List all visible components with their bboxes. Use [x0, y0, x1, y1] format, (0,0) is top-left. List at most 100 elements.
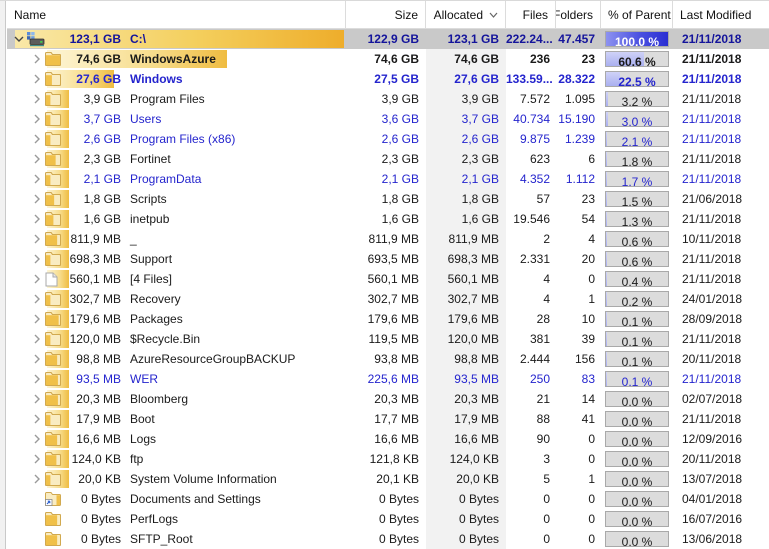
- chevron-right-icon[interactable]: [29, 354, 45, 364]
- cell-percent-of-parent: 1,5 %: [601, 189, 673, 209]
- table-row-scripts[interactable]: 1,8 GB Scripts 1,8 GB 1,8 GB 57 23 1,5 % 21/06/…: [7, 189, 769, 209]
- table-row-sftp-root[interactable]: 0 Bytes SFTP_Root 0 Bytes 0 Bytes 0 0 0,0 % 13/…: [7, 529, 769, 549]
- chevron-right-icon[interactable]: [29, 474, 45, 484]
- cell-modified: 21/11/2018: [682, 112, 742, 126]
- table-row-azureresourcegroupbackup[interactable]: 98,8 MB AzureResourceGroupBACKUP 93,8 MB 98…: [7, 349, 769, 369]
- column-header-pct[interactable]: % of Parent ...: [601, 1, 673, 28]
- folder-icon: [45, 532, 65, 546]
- folder-icon: [45, 452, 65, 466]
- cell-allocated: 124,0 KB: [426, 449, 506, 469]
- cell-percent-of-parent: 0,6 %: [601, 229, 673, 249]
- cell-allocated: 3,9 GB: [426, 89, 506, 109]
- chevron-right-icon[interactable]: [29, 254, 45, 264]
- name-column-size-label: 17,9 MB: [76, 412, 121, 426]
- table-row-ftp[interactable]: 124,0 KB ftp 121,8 KB 124,0 KB 3 0 0,0 % 20/11/…: [7, 449, 769, 469]
- table-row-recycle-bin[interactable]: 120,0 MB $Recycle.Bin 119,5 MB 120,0 MB 381 3…: [7, 329, 769, 349]
- table-row-users[interactable]: 3,7 GB Users 3,6 GB 3,7 GB 40.734 15.190 3,0 %…: [7, 109, 769, 129]
- table-row-boot[interactable]: 17,9 MB Boot 17,7 MB 17,9 MB 88 41 0,0 % 21/11/…: [7, 409, 769, 429]
- chevron-right-icon[interactable]: [29, 214, 45, 224]
- chevron-right-icon[interactable]: [29, 114, 45, 124]
- table-row-perflogs[interactable]: 0 Bytes PerfLogs 0 Bytes 0 Bytes 0 0 0,0 % 16/0…: [7, 509, 769, 529]
- percent-bar: 0,4 %: [605, 271, 669, 287]
- column-header-size[interactable]: Size: [346, 1, 426, 28]
- cell-modified: 20/11/2018: [682, 452, 742, 466]
- column-header-label: Size: [394, 7, 418, 22]
- name-column-size-label: 120,0 MB: [69, 332, 121, 346]
- table-row-program-files[interactable]: 3,9 GB Program Files 3,9 GB 3,9 GB 7.572 1.09…: [7, 89, 769, 109]
- cell-size: 2,6 GB: [381, 132, 419, 146]
- cell-modified: 24/01/2018: [682, 292, 743, 306]
- chevron-right-icon[interactable]: [29, 134, 45, 144]
- chevron-right-icon[interactable]: [29, 394, 45, 404]
- folder-name-label: Program Files: [130, 92, 205, 106]
- table-row-c[interactable]: 123,1 GB C:\ 122,9 GB 123,1 GB 222.24... 47.4…: [7, 29, 769, 49]
- column-header-name[interactable]: Name: [7, 1, 346, 28]
- percent-value-label: 0,6 %: [621, 255, 653, 267]
- chevron-right-icon[interactable]: [29, 194, 45, 204]
- folder-icon: [45, 412, 65, 426]
- chevron-right-icon[interactable]: [29, 74, 45, 84]
- percent-bar: 0,1 %: [605, 311, 669, 327]
- cell-allocated: 98,8 MB: [426, 349, 506, 369]
- percent-value-label: 0,1 %: [621, 335, 653, 347]
- table-row-programdata[interactable]: 2,1 GB ProgramData 2,1 GB 2,1 GB 4.352 1.112 1…: [7, 169, 769, 189]
- chevron-right-icon[interactable]: [29, 414, 45, 424]
- table-row-4-files[interactable]: 560,1 MB [4 Files] 560,1 MB 560,1 MB 4 0 0,4 %…: [7, 269, 769, 289]
- chevron-down-icon[interactable]: [11, 35, 27, 43]
- cell-modified: 21/11/2018: [682, 272, 742, 286]
- percent-bar-fill: [606, 312, 607, 326]
- table-row-windowsazure[interactable]: 74,6 GB WindowsAzure 74,6 GB 74,6 GB 236 23 60…: [7, 49, 769, 69]
- chevron-right-icon[interactable]: [29, 94, 45, 104]
- cell-folders: 23: [581, 52, 595, 66]
- table-row-inetpub[interactable]: 1,6 GB inetpub 1,6 GB 1,6 GB 19.546 54 1,3 % 21…: [7, 209, 769, 229]
- folder-icon: [45, 512, 65, 526]
- table-row-program-files-x86[interactable]: 2,6 GB Program Files (x86) 2,6 GB 2,6 GB 9.8…: [7, 129, 769, 149]
- chevron-right-icon[interactable]: [29, 434, 45, 444]
- percent-bar: 0,6 %: [605, 231, 669, 247]
- column-header-folders[interactable]: Folders: [556, 1, 601, 28]
- file-tree-rows: 123,1 GB C:\ 122,9 GB 123,1 GB 222.24... 47.4…: [7, 29, 769, 549]
- percent-bar: 1,8 %: [605, 151, 669, 167]
- percent-bar: 0,0 %: [605, 451, 669, 467]
- column-header-files[interactable]: Files: [506, 1, 556, 28]
- table-row-logs[interactable]: 16,6 MB Logs 16,6 MB 16,6 MB 90 0 0,0 % 12/09/2…: [7, 429, 769, 449]
- cell-name: 20,3 MB Bloomberg: [7, 389, 346, 409]
- percent-bar-fill: [606, 232, 607, 246]
- chevron-right-icon[interactable]: [29, 54, 45, 64]
- table-row-documents-and-settings[interactable]: 0 Bytes Documents and Settings 0 Bytes 0 By…: [7, 489, 769, 509]
- cell-size: 225,6 MB: [367, 372, 419, 386]
- folder-name-label: Packages: [130, 312, 183, 326]
- percent-value-label: 22,5 %: [618, 75, 656, 87]
- chevron-right-icon[interactable]: [29, 294, 45, 304]
- chevron-right-icon[interactable]: [29, 174, 45, 184]
- table-row-recovery[interactable]: 302,7 MB Recovery 302,7 MB 302,7 MB 4 1 0,2 % 2…: [7, 289, 769, 309]
- chevron-right-icon[interactable]: [29, 454, 45, 464]
- chevron-right-icon[interactable]: [29, 334, 45, 344]
- cell-allocated: 560,1 MB: [426, 269, 506, 289]
- table-row-support[interactable]: 698,3 MB Support 693,5 MB 698,3 MB 2.331 20 0,…: [7, 249, 769, 269]
- name-column-size-label: 74,6 GB: [76, 52, 121, 66]
- table-row-wer[interactable]: 93,5 MB WER 225,6 MB 93,5 MB 250 83 0,1 % 21/11…: [7, 369, 769, 389]
- table-row-fortinet[interactable]: 2,3 GB Fortinet 2,3 GB 2,3 GB 623 6 1,8 % 21/11…: [7, 149, 769, 169]
- column-header-allocated[interactable]: Allocated: [426, 1, 506, 28]
- table-row-bloomberg[interactable]: 20,3 MB Bloomberg 20,3 MB 20,3 MB 21 14 0,0 % 0…: [7, 389, 769, 409]
- chevron-right-icon[interactable]: [29, 314, 45, 324]
- table-row-packages[interactable]: 179,6 MB Packages 179,6 MB 179,6 MB 28 10 0,1 …: [7, 309, 769, 329]
- chevron-right-icon[interactable]: [29, 374, 45, 384]
- chevron-right-icon[interactable]: [29, 274, 45, 284]
- table-row-[interactable]: 811,9 MB _ 811,9 MB 811,9 MB 2 4 0,6 % 10/11/20…: [7, 229, 769, 249]
- cell-name: 27,6 GB Windows: [7, 69, 346, 89]
- table-row-windows[interactable]: 27,6 GB Windows 27,5 GB 27,6 GB 133.59... 28.…: [7, 69, 769, 89]
- folder-icon: [45, 372, 65, 386]
- percent-bar: 0,0 %: [605, 471, 669, 487]
- cell-files: 40.734: [513, 112, 550, 126]
- cell-modified: 02/07/2018: [682, 392, 743, 406]
- column-header-modified[interactable]: Last Modified: [673, 1, 769, 28]
- percent-bar-fill: [606, 152, 608, 166]
- chevron-right-icon[interactable]: [29, 154, 45, 164]
- cell-modified: 21/11/2018: [682, 132, 742, 146]
- chevron-right-icon[interactable]: [29, 234, 45, 244]
- cell-modified: 21/11/2018: [682, 372, 742, 386]
- table-row-system-volume-information[interactable]: 20,0 KB System Volume Information 20,1 KB 2…: [7, 469, 769, 489]
- cell-name: 2,1 GB ProgramData: [7, 169, 346, 189]
